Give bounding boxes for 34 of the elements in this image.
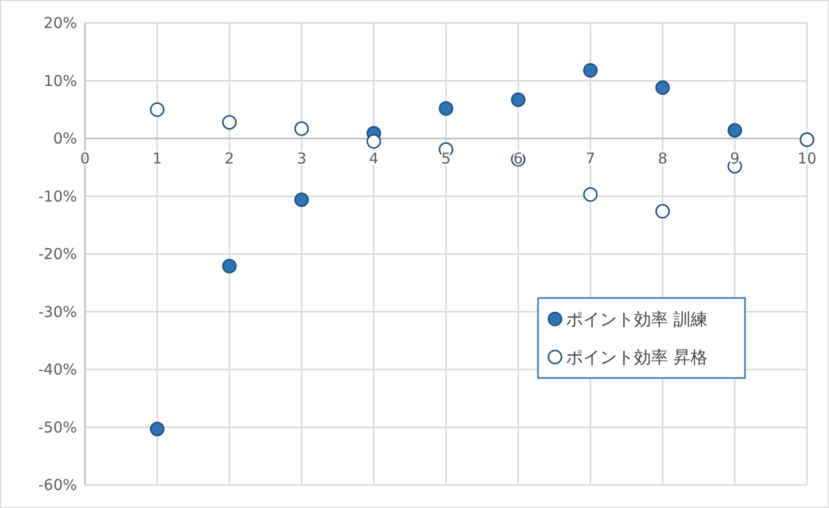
point — [150, 102, 164, 117]
point — [150, 422, 164, 436]
point — [510, 92, 526, 108]
point — [366, 134, 382, 149]
point — [728, 123, 742, 138]
y-tick-label: -20% — [38, 245, 77, 263]
x-tick-label: 0 — [80, 150, 90, 168]
x-tick-label: 6 — [513, 150, 523, 168]
legend-label: ポイント効率 訓練 — [566, 310, 708, 330]
point — [222, 115, 237, 130]
x-tick-label: 4 — [369, 150, 379, 168]
y-tick-label: -50% — [38, 418, 77, 436]
y-tick-label: -30% — [38, 302, 77, 321]
legend-label: ポイント効率 昇格 — [566, 348, 708, 368]
point — [583, 63, 598, 78]
y-tick-label: -60% — [38, 476, 77, 494]
y-tick-label: 0% — [53, 130, 77, 148]
x-tick-label: 8 — [658, 150, 668, 168]
x-tick-label: 7 — [586, 150, 596, 168]
y-tick-label: -10% — [38, 187, 77, 206]
point — [222, 258, 237, 274]
x-tick-label: 2 — [224, 150, 234, 168]
x-tick-label: 3 — [296, 150, 306, 168]
point — [294, 192, 309, 207]
x-tick-label: 10 — [797, 150, 817, 168]
point — [583, 187, 598, 202]
x-tick-label: 1 — [152, 150, 162, 168]
point — [438, 101, 454, 116]
y-tick-label: -40% — [38, 360, 77, 378]
point — [294, 121, 309, 136]
y-tick-label: 20% — [44, 14, 77, 32]
y-tick-label: 10% — [44, 72, 77, 90]
point — [655, 80, 670, 95]
point — [655, 204, 670, 219]
